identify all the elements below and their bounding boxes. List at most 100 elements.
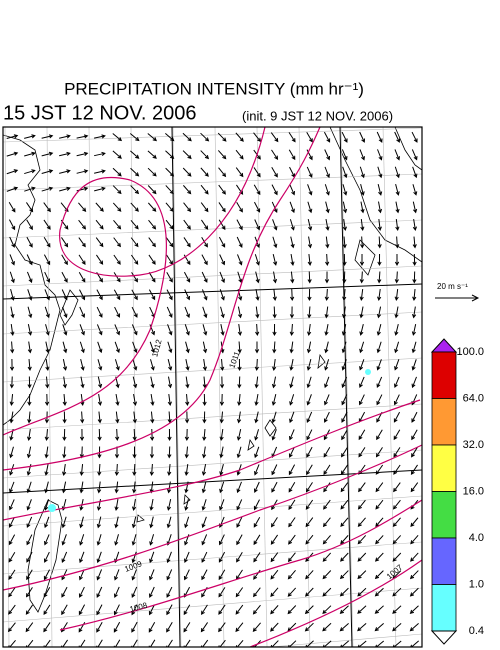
wind-arrow [166,551,172,564]
wind-arrow [165,237,174,248]
wind-arrow [62,376,67,389]
wind-arrow [323,447,331,458]
wind-arrow [395,201,400,214]
wind-arrow [167,446,172,459]
wind-arrow [254,341,260,354]
wind-arrow [27,428,32,441]
wind-arrow [80,411,85,424]
wind-arrow [322,570,332,580]
wind-arrow [392,499,401,510]
wind-arrow [219,499,225,511]
wind-arrow [236,202,243,213]
wind-arrow [307,288,312,302]
wind-arrow [8,219,16,231]
wind-arrow [411,376,417,389]
wind-arrow [307,323,312,336]
wind-arrow [130,237,139,248]
wind-arrow [271,429,277,441]
wind-arrow [255,271,260,284]
wind-arrow [62,359,68,371]
wind-arrow [357,587,367,597]
wind-arrow [43,551,50,563]
wind-arrow [374,605,384,614]
wind-arrow [76,151,89,157]
wind-arrow [26,481,32,494]
wind-arrow [96,569,103,581]
wind-arrow [359,306,364,319]
wind-arrow [375,517,384,527]
wind-arrow [184,306,190,319]
wind-arrow [149,446,155,459]
wind-arrow [341,149,348,161]
wind-arrow [395,184,400,196]
wind-arrow [253,481,260,493]
wind-arrow [412,218,418,231]
wind-arrow [236,219,243,231]
wind-arrow [131,516,137,529]
wind-arrow [113,254,121,265]
wind-arrow [305,534,314,545]
wind-arrow [253,516,261,528]
wind-arrow [94,151,106,157]
wind-arrow [237,376,242,389]
wind-arrow [235,587,244,598]
wind-arrow [43,622,51,633]
wind-arrow [97,481,102,494]
wind-arrow [237,393,242,407]
wind-arrow [27,411,32,424]
wind-arrow [307,219,313,231]
wind-arrow [394,149,400,161]
wind-arrow [289,376,294,389]
wind-arrow [166,569,173,581]
wind-arrow [45,376,50,389]
wind-arrow [185,393,190,407]
wind-arrow [272,271,278,284]
wind-arrow [235,622,244,633]
wind-arrow [94,134,106,139]
grid-line [3,173,422,191]
wind-arrow [132,341,138,354]
wind-arrow [45,341,50,354]
wind-arrow [114,569,120,581]
wind-arrow [148,621,156,633]
wind-arrow [131,534,137,546]
wind-arrow [254,411,259,424]
wind-arrow [340,552,349,562]
wind-arrow [357,499,366,510]
wind-arrow [24,186,36,192]
wind-arrow [394,131,401,143]
wind-arrow [219,254,226,266]
wind-arrow [200,622,208,633]
wind-arrow [324,288,329,302]
wind-arrow [202,411,207,424]
wind-arrow [113,219,122,230]
wind-arrow [375,482,384,493]
wind-arrow [132,376,138,389]
wind-arrow [393,447,401,458]
wind-arrow [96,516,102,529]
wind-arrow [357,552,367,562]
wind-arrow [6,186,19,192]
wind-arrow [342,218,347,231]
wind-arrow [307,184,313,196]
wind-arrow [44,306,50,319]
wind-arrow [78,202,87,212]
wind-arrow [218,184,226,195]
wind-arrow [62,341,68,354]
wind-arrow [150,376,155,389]
wind-arrow [26,219,33,231]
wind-arrow [183,569,190,581]
wind-arrow [62,446,67,459]
wind-arrow [324,184,330,196]
wind-arrow [201,516,207,529]
wind-arrow [394,359,400,371]
wind-arrow [97,393,103,406]
colorbar-label: 4.0 [469,532,484,544]
wind-arrow [10,341,15,354]
wind-arrow [26,516,33,529]
wind-arrow [218,622,226,633]
wind-arrow [43,586,51,598]
wind-arrow [270,640,279,647]
wind-arrow [147,133,158,142]
wind-arrow [253,534,261,546]
